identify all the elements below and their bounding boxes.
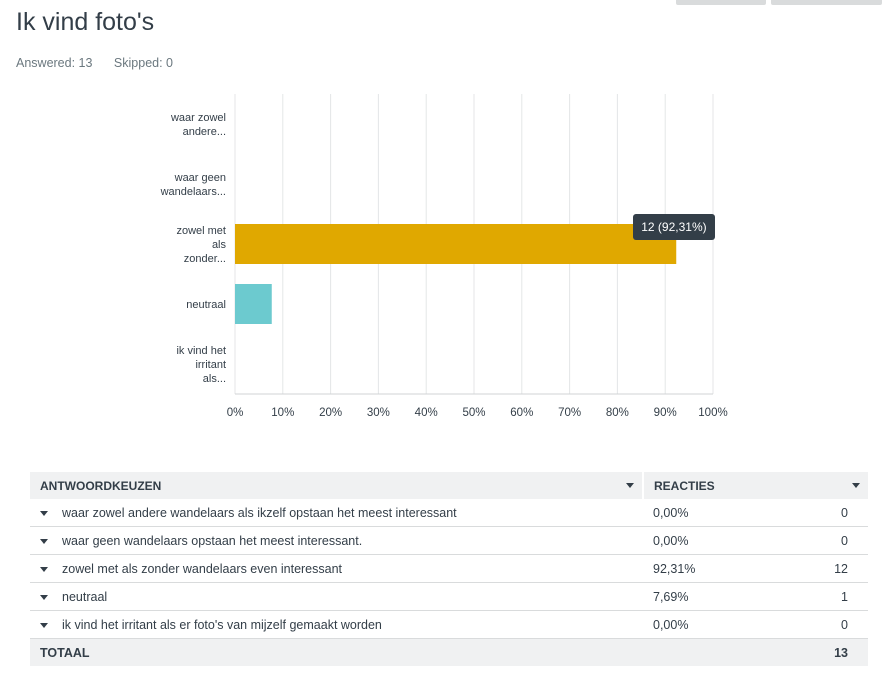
x-tick-label: 10% — [271, 407, 294, 419]
bar[interactable] — [235, 224, 677, 264]
bar-tooltip: 12 (92,31%) — [633, 214, 715, 240]
row-count: 0 — [768, 610, 868, 639]
row-label: waar geen wandelaars opstaan het meest i… — [62, 533, 363, 548]
row-count: 1 — [768, 582, 868, 611]
header-choices[interactable]: ANTWOORDKEUZEN — [30, 472, 644, 499]
row-percent: 92,31% — [643, 554, 768, 583]
total-count: 13 — [768, 638, 868, 666]
bar[interactable] — [235, 284, 272, 324]
skipped-count: Skipped: 0 — [113, 56, 173, 70]
table-row: neutraal 7,69% 1 — [30, 582, 868, 611]
response-summary: Answered: 13 Skipped: 0 — [16, 56, 191, 70]
sort-responses-icon[interactable] — [852, 483, 860, 488]
row-label: neutraal — [62, 589, 108, 604]
category-label: waar geen wandelaars... — [160, 172, 226, 198]
row-percent: 0,00% — [643, 499, 768, 527]
total-row: TOTAAL 13 — [30, 638, 868, 666]
expand-caret-icon[interactable] — [40, 538, 48, 544]
results-table: ANTWOORDKEUZEN REACTIES waar zowel ander… — [30, 472, 868, 666]
category-label: ik vind het irritant als... — [176, 345, 226, 385]
x-tick-label: 80% — [606, 407, 629, 419]
row-label: zowel met als zonder wandelaars even int… — [62, 561, 343, 576]
category-label: zowel met als zonder... — [176, 225, 226, 265]
total-label: TOTAAL — [30, 638, 643, 666]
toolbar-button-left[interactable] — [676, 0, 766, 5]
row-label: waar zowel andere wandelaars als ikzelf … — [62, 505, 457, 520]
x-tick-label: 20% — [319, 407, 342, 419]
expand-caret-icon[interactable] — [40, 594, 48, 600]
x-tick-label: 0% — [227, 407, 244, 419]
category-label: waar zowel andere... — [170, 112, 226, 138]
toolbar-button-right[interactable] — [771, 0, 882, 5]
header-responses-label: REACTIES — [654, 478, 715, 493]
x-tick-label: 90% — [654, 407, 677, 419]
x-tick-label: 30% — [367, 407, 390, 419]
expand-caret-icon[interactable] — [40, 510, 48, 516]
answered-count: Answered: 13 — [16, 56, 93, 70]
category-label: neutraal — [186, 299, 226, 311]
row-percent: 0,00% — [643, 610, 768, 639]
bar-chart: 0% 10% 20% 30% 40% 50% 60% 70% 80% 90% 100% waar zo… — [160, 94, 728, 419]
row-percent: 7,69% — [643, 582, 768, 611]
x-tick-label: 40% — [415, 407, 438, 419]
header-responses[interactable]: REACTIES — [643, 472, 868, 499]
x-tick-label: 70% — [558, 407, 581, 419]
expand-caret-icon[interactable] — [40, 622, 48, 628]
row-count: 0 — [768, 526, 868, 555]
row-percent: 0,00% — [643, 526, 768, 555]
x-tick-label: 100% — [698, 407, 727, 419]
row-count: 0 — [768, 499, 868, 527]
table-row: waar zowel andere wandelaars als ikzelf … — [30, 499, 868, 527]
header-choices-label: ANTWOORDKEUZEN — [40, 478, 162, 493]
table-row: waar geen wandelaars opstaan het meest i… — [30, 526, 868, 555]
row-label: ik vind het irritant als er foto's van m… — [62, 617, 382, 632]
table-row: zowel met als zonder wandelaars even int… — [30, 554, 868, 583]
expand-caret-icon[interactable] — [40, 566, 48, 572]
row-count: 12 — [768, 554, 868, 583]
x-tick-label: 60% — [510, 407, 533, 419]
sort-choices-icon[interactable] — [626, 483, 634, 488]
table-row: ik vind het irritant als er foto's van m… — [30, 610, 868, 639]
x-tick-label: 50% — [462, 407, 485, 419]
question-title: Ik vind foto's — [16, 8, 155, 36]
